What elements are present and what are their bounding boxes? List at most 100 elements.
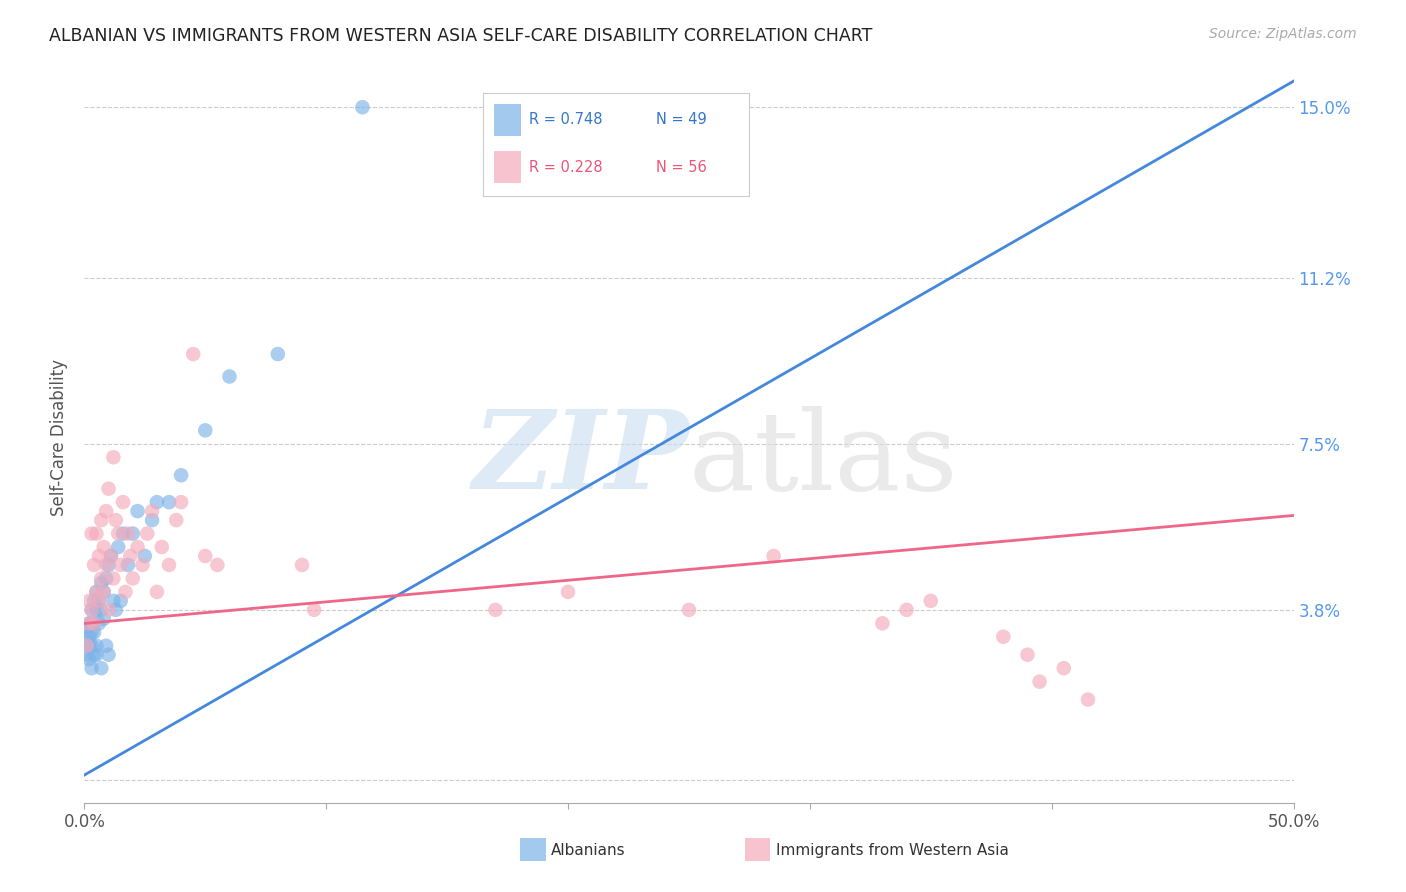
Point [87,594,110,608]
Point [77,594,100,608]
Point [80,526,103,541]
Point [762,549,785,563]
Point [103,594,125,608]
Point [90,575,112,590]
Point [194,549,217,563]
Point [134,549,156,563]
Point [120,549,142,563]
Point [157,558,180,572]
Point [1077,692,1099,706]
Point [87,616,110,631]
Point [267,347,290,361]
Point [993,630,1015,644]
Point [80,661,103,675]
Point [302,603,325,617]
Point [93,585,115,599]
Point [93,585,115,599]
Point [896,603,918,617]
Point [83,616,105,631]
Point [872,616,894,631]
Point [103,450,125,465]
Point [83,648,105,662]
Point [117,558,139,572]
Point [104,603,127,617]
Point [127,504,149,518]
Point [207,558,229,572]
Point [97,603,120,617]
Point [90,661,112,675]
Point [94,639,117,653]
Point [80,616,103,631]
Point [76,648,98,662]
Point [121,571,143,585]
Point [146,495,169,509]
Point [100,549,122,563]
Point [97,558,120,572]
Point [86,585,108,599]
Point [76,639,98,653]
Point [94,571,117,585]
Point [86,639,108,653]
Point [104,513,127,527]
Point [93,540,115,554]
Point [107,526,129,541]
Point [170,468,193,483]
Point [94,558,117,572]
Point [110,558,132,572]
Point [920,594,942,608]
Point [157,495,180,509]
Point [93,612,115,626]
Point [83,625,105,640]
Point [150,540,173,554]
Point [77,652,100,666]
Point [80,603,103,617]
Point [80,639,103,653]
Point [141,513,163,527]
Point [87,549,110,563]
Point [352,100,374,114]
Point [181,347,204,361]
Point [97,648,120,662]
Text: ZIP: ZIP [472,405,689,513]
Point [100,549,122,563]
Point [141,504,163,518]
Point [76,639,98,653]
Point [90,603,112,617]
Point [110,594,132,608]
Point [86,603,108,617]
Text: Source: ZipAtlas.com: Source: ZipAtlas.com [1209,27,1357,41]
Point [90,571,112,585]
Point [94,504,117,518]
Point [77,630,100,644]
Point [114,585,136,599]
Point [77,616,100,631]
Point [1028,674,1050,689]
Y-axis label: Self-Care Disability: Self-Care Disability [51,359,69,516]
Point [127,540,149,554]
Point [170,495,193,509]
Point [86,585,108,599]
Point [83,594,105,608]
Point [194,423,217,437]
Point [90,513,112,527]
Point [77,639,100,653]
Point [80,625,103,640]
Point [291,558,314,572]
Point [121,526,143,541]
Point [1017,648,1039,662]
Point [557,585,579,599]
Point [80,603,103,617]
Text: Albanians: Albanians [551,843,626,857]
Text: ALBANIAN VS IMMIGRANTS FROM WESTERN ASIA SELF-CARE DISABILITY CORRELATION CHART: ALBANIAN VS IMMIGRANTS FROM WESTERN ASIA… [49,27,873,45]
Point [678,603,700,617]
Point [83,558,105,572]
Point [136,526,159,541]
Point [165,513,187,527]
Point [86,648,108,662]
Point [1053,661,1076,675]
Point [117,526,139,541]
Point [112,526,135,541]
Point [83,616,105,631]
Point [131,558,153,572]
Text: Immigrants from Western Asia: Immigrants from Western Asia [776,843,1010,857]
